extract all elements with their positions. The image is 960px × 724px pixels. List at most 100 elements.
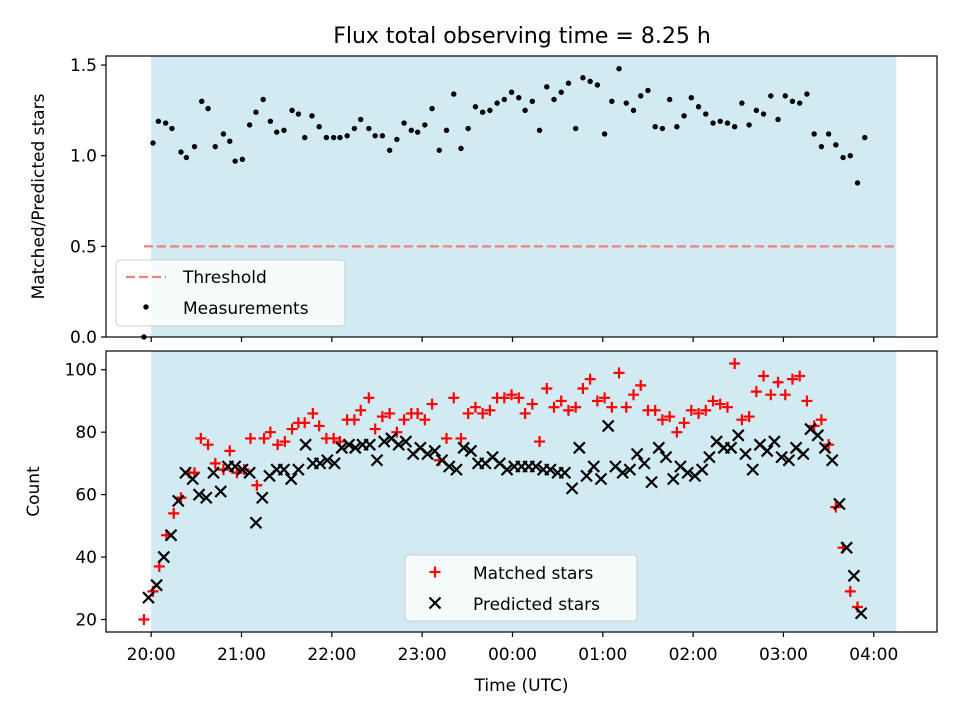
matched-star-point (714, 398, 726, 410)
matched-star-point (758, 370, 770, 382)
predicted-star-point (775, 450, 788, 464)
bottom-x-tick-label: 20:00 (127, 645, 176, 665)
matched-star-point (462, 407, 474, 419)
predicted-star-point (243, 466, 256, 480)
top-y-tick-label: 0.5 (70, 237, 97, 257)
matched-star-point (736, 414, 748, 426)
predicted-star-point (292, 463, 305, 476)
predicted-star-point (284, 472, 298, 486)
measurement-point (753, 107, 760, 114)
predicted-star-point (573, 441, 586, 455)
matched-star-point (750, 386, 762, 398)
measurement-point (818, 143, 825, 150)
matched-star-point (685, 404, 697, 416)
matched-star-point (251, 479, 263, 491)
predicted-star-point (659, 450, 673, 464)
measurement-point (401, 120, 407, 126)
measurement-point (536, 127, 543, 134)
measurement-point (825, 131, 832, 137)
measurement-point (281, 127, 287, 134)
measurement-point (372, 133, 378, 139)
measurement-point (587, 78, 593, 85)
predicted-star-point (681, 466, 694, 480)
predicted-star-point (236, 463, 249, 476)
measurement-point (302, 134, 308, 141)
measurement-point (239, 156, 246, 163)
predicted-star-point (739, 447, 752, 461)
measurement-point (479, 109, 486, 115)
measurement-point (232, 158, 238, 164)
measurement-point (558, 89, 564, 95)
x-axis-label: Time (UTC) (474, 676, 569, 696)
measurement-point (316, 124, 322, 130)
measurement-point (638, 93, 644, 99)
measurement-point (183, 154, 190, 161)
predicted-star-point (277, 463, 291, 476)
measurement-point (358, 116, 364, 123)
predicted-star-point (724, 441, 738, 455)
matched-star-point (794, 370, 806, 382)
measurement-point (289, 107, 295, 114)
measurement-point (295, 111, 302, 117)
predicted-star-point (580, 469, 593, 483)
predicted-star-point (249, 516, 263, 529)
measurement-point (344, 133, 350, 139)
matched-star-point (202, 439, 214, 451)
legend-box (404, 554, 638, 622)
legend-predicted-swatch (428, 596, 442, 610)
top-axes: 0.0 0.5 1.0 1.5 Matched/Predicted stars Thres… (29, 55, 938, 348)
measurement-point (155, 118, 162, 124)
predicted-star-point (321, 454, 334, 467)
measurement-point (717, 118, 723, 124)
matched-star-point (391, 426, 403, 438)
matched-star-point (815, 414, 827, 426)
measurement-point (804, 91, 810, 97)
matched-star-point (348, 414, 360, 426)
matched-star-point (426, 398, 438, 410)
matched-star-point (412, 407, 424, 419)
measurement-point (782, 93, 788, 99)
measurement-point (386, 147, 393, 153)
legend-threshold-label: Threshold (182, 268, 267, 288)
measurement-point (472, 104, 479, 110)
measurement-point (394, 136, 400, 143)
measurement-point (414, 129, 421, 135)
predicted-star-point (328, 457, 341, 470)
matched-star-point (613, 367, 625, 379)
predicted-star-point (377, 435, 391, 448)
matched-star-point (707, 395, 719, 407)
measurement-point (323, 134, 330, 141)
predicted-star-point (363, 438, 377, 451)
predicted-star-point (746, 463, 760, 476)
measurement-point (681, 113, 687, 119)
matched-star-point (700, 404, 712, 416)
bottom-x-tick-label: 23:00 (398, 645, 447, 665)
bottom-y-tick-label: 60 (75, 486, 97, 506)
matched-star-point (628, 389, 640, 401)
measurement-point (529, 98, 536, 105)
predicted-star-point (342, 438, 356, 451)
measurement-point (623, 100, 629, 106)
top-y-tick-label: 1.5 (70, 56, 97, 76)
predicted-star-point (150, 578, 163, 592)
measurement-point (408, 127, 415, 134)
measurement-point (609, 98, 615, 105)
bottom-y-tick-label: 80 (75, 423, 97, 443)
top-y-tick-label: 0.0 (70, 328, 97, 348)
legend-matched-label: Matched stars (473, 564, 593, 584)
measurement-point (260, 96, 266, 103)
matched-star-point (779, 389, 791, 401)
matched-star-point (138, 614, 150, 626)
matched-star-point (168, 507, 180, 519)
matched-star-point (678, 417, 690, 429)
matched-star-point (721, 401, 733, 413)
measurement-point (840, 154, 846, 161)
measurement-point (572, 125, 579, 132)
matched-star-point (606, 401, 618, 413)
matched-star-point (264, 426, 276, 438)
predicted-star-point (652, 441, 666, 455)
measurement-point (366, 125, 372, 132)
predicted-star-point (142, 591, 155, 604)
predicted-star-point (392, 438, 405, 451)
predicted-star-point (457, 441, 470, 455)
